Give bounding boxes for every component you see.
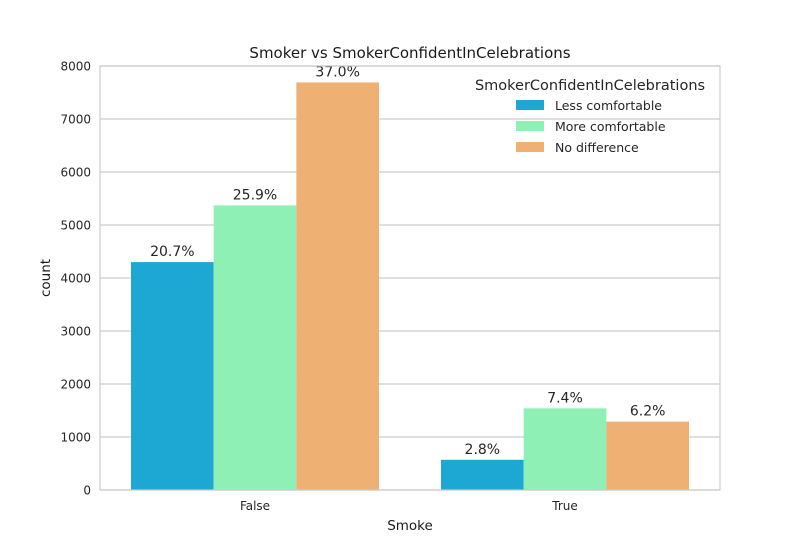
legend: SmokerConfidentInCelebrations Less comfo… [475,78,705,155]
legend-title: SmokerConfidentInCelebrations [475,78,705,94]
bar-value-label: 6.2% [630,404,666,420]
x-tick-label: True [551,499,578,513]
bar [131,262,214,490]
bar [213,205,297,490]
chart-title: Smoker vs SmokerConfidentInCelebrations [249,44,570,62]
plot-frame [99,65,721,491]
y-tick-label: 4000 [60,272,91,286]
y-tick-label: 5000 [60,219,91,233]
y-tick-label: 7000 [60,113,91,127]
bar [296,82,379,491]
y-axis-ticks: 0 1000 2000 3000 4000 5000 6000 7000 8000 [60,60,91,498]
x-axis-label: Smoke [387,518,433,534]
x-tick-label: False [240,499,270,513]
y-tick-label: 0 [83,484,91,498]
bar [441,459,524,490]
bar-labels: 20.7% 25.9% 37.0% 2.8% 7.4% 6.2% [150,64,665,457]
x-axis-ticks: False True [240,499,578,513]
legend-label: Less comfortable [555,98,662,113]
bar-value-label: 37.0% [315,64,359,80]
bar [606,421,689,490]
y-tick-label: 8000 [60,60,91,74]
bar-value-label: 2.8% [465,442,501,458]
y-tick-label: 6000 [60,166,91,180]
legend-label: No difference [555,140,639,155]
bars [131,82,689,491]
y-tick-label: 2000 [60,378,91,392]
bar-value-label: 20.7% [150,244,194,260]
bar [523,408,607,490]
y-axis-label: count [38,259,54,297]
y-tick-label: 1000 [60,431,91,445]
legend-label: More comfortable [555,119,666,134]
legend-swatch [516,121,544,131]
y-tick-label: 3000 [60,325,91,339]
bar-value-label: 25.9% [233,187,277,203]
legend-swatch [516,100,544,110]
bar-value-label: 7.4% [547,390,583,406]
legend-swatch [516,142,544,152]
